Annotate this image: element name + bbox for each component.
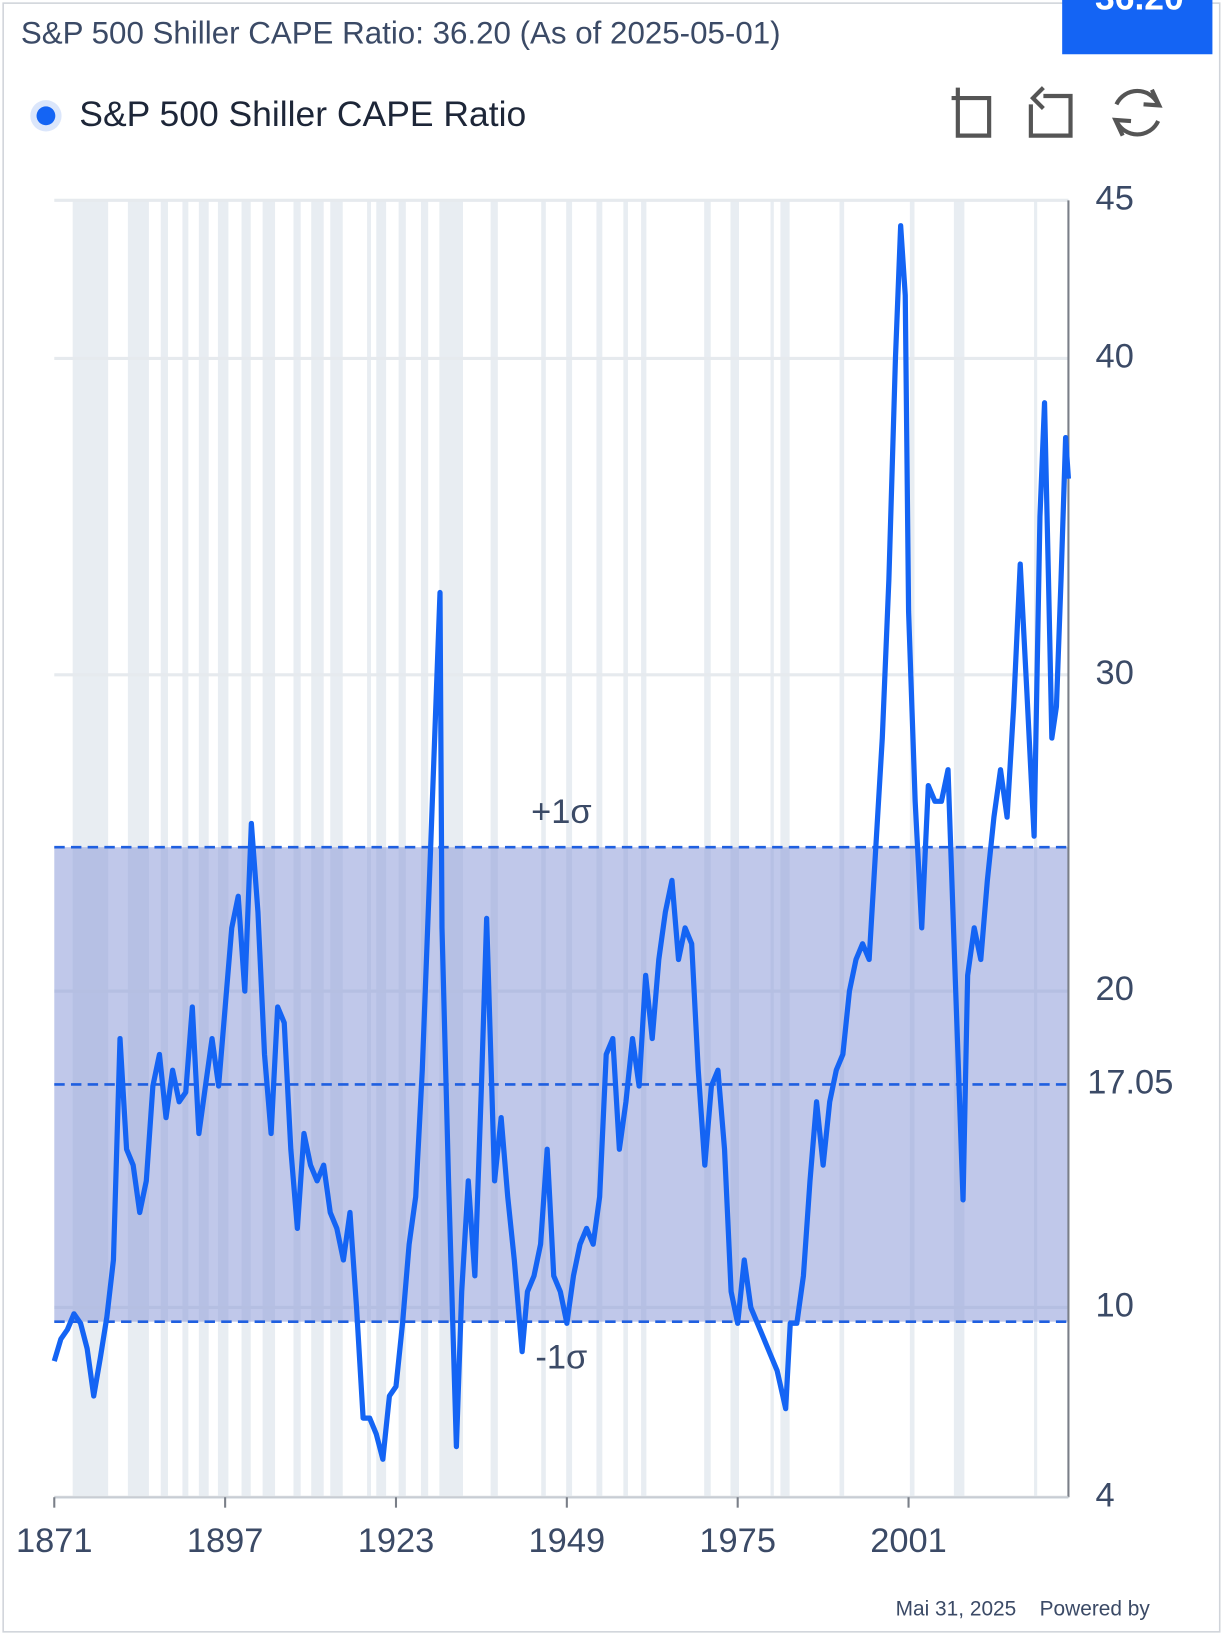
x-tick-label: 1975 [699, 1522, 776, 1560]
sigma-label: +1σ [531, 793, 592, 831]
x-tick-label: 1871 [16, 1522, 93, 1560]
value-badge [1062, 0, 1213, 55]
x-tick-label: 2001 [870, 1522, 947, 1560]
y-tick-label: 10 [1096, 1287, 1134, 1325]
footer-date: Mai 31, 2025 [896, 1597, 1017, 1620]
y-tick-label: 20 [1096, 970, 1134, 1008]
reset-icon[interactable] [1028, 86, 1073, 138]
zoom-icon[interactable] [951, 87, 992, 138]
y-tick-label: 45 [1096, 179, 1134, 217]
y-tick-label: 30 [1096, 654, 1134, 692]
legend-marker [36, 106, 56, 126]
toolbar [951, 86, 1163, 138]
sigma-label: -1σ [535, 1338, 587, 1376]
x-tick-label: 1897 [187, 1522, 264, 1560]
series-line [51, 223, 1072, 1462]
value-label: 36.20 [1095, 0, 1184, 17]
x-tick-label: 1923 [358, 1522, 435, 1560]
legend-label[interactable]: S&P 500 Shiller CAPE Ratio [79, 94, 526, 134]
y-tick-label: 4 [1096, 1476, 1115, 1514]
refresh-icon[interactable] [1111, 88, 1163, 137]
x-tick-label: 1949 [529, 1522, 606, 1560]
mean-label: 17.05 [1087, 1064, 1173, 1102]
y-tick-label: 40 [1096, 338, 1134, 376]
footer-credit: Powered by [1040, 1597, 1151, 1620]
chart-title: S&P 500 Shiller CAPE Ratio: 36.20 (As of… [21, 16, 781, 51]
